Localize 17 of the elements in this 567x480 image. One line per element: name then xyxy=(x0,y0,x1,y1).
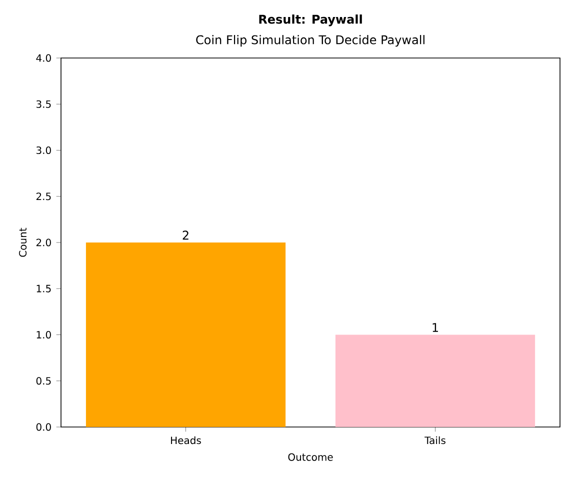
data-label: 2 xyxy=(182,230,188,240)
chart-subtitle: Coin Flip Simulation To Decide Paywall xyxy=(196,35,424,47)
y-tick-label: 3.0 xyxy=(36,146,51,154)
chart-title: Result: Paywall xyxy=(259,14,362,26)
y-tick-label: 3.5 xyxy=(36,100,51,108)
x-axis-title: Outcome xyxy=(288,453,333,461)
x-tick-label: Tails xyxy=(424,436,446,444)
y-tick-label: 0.0 xyxy=(36,423,51,431)
y-tick-label: 1.0 xyxy=(36,330,51,339)
y-tick-label: 4.0 xyxy=(36,54,51,62)
x-tick-label: Heads xyxy=(171,436,201,444)
data-label: 1 xyxy=(432,323,438,332)
y-tick-label: 2.5 xyxy=(36,192,51,200)
y-tick-label: 0.5 xyxy=(36,377,51,385)
y-tick-label: 1.5 xyxy=(36,284,51,292)
y-axis-title: Count xyxy=(19,228,27,257)
y-tick-label: 2.0 xyxy=(36,238,51,246)
